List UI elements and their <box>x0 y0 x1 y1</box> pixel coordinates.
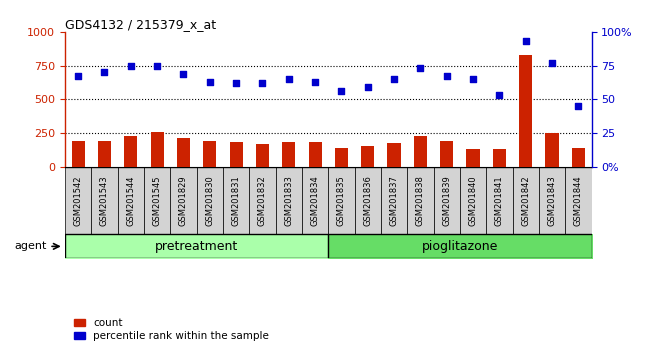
Bar <box>434 167 460 234</box>
Point <box>547 60 557 66</box>
Text: GSM201843: GSM201843 <box>547 175 556 226</box>
Text: GSM201830: GSM201830 <box>205 175 214 226</box>
Bar <box>276 167 302 234</box>
Text: GSM201544: GSM201544 <box>126 175 135 226</box>
Point <box>125 63 136 68</box>
Bar <box>177 138 190 167</box>
Text: agent: agent <box>14 241 47 251</box>
Point <box>415 65 426 71</box>
Bar <box>118 167 144 234</box>
Bar <box>539 167 566 234</box>
Point <box>363 84 373 90</box>
Bar <box>223 167 250 234</box>
Bar <box>196 167 223 234</box>
Bar <box>124 136 137 167</box>
Point <box>573 103 584 109</box>
Bar <box>335 148 348 167</box>
Bar <box>355 167 381 234</box>
Point <box>468 76 478 82</box>
Text: GSM201839: GSM201839 <box>442 175 451 226</box>
Bar <box>519 55 532 167</box>
Point <box>231 80 241 86</box>
Point <box>257 80 268 86</box>
Point <box>336 88 346 94</box>
Text: GSM201844: GSM201844 <box>574 175 583 226</box>
Text: pioglitazone: pioglitazone <box>422 240 498 253</box>
Text: GDS4132 / 215379_x_at: GDS4132 / 215379_x_at <box>65 18 216 31</box>
Bar <box>229 142 242 167</box>
Bar <box>566 167 592 234</box>
Point <box>389 76 399 82</box>
Bar <box>387 143 400 167</box>
Text: GSM201831: GSM201831 <box>231 175 240 226</box>
Bar <box>302 167 328 234</box>
Point <box>494 92 504 98</box>
Text: GSM201837: GSM201837 <box>389 175 398 226</box>
Bar <box>72 141 84 167</box>
Point <box>441 74 452 79</box>
Legend: count, percentile rank within the sample: count, percentile rank within the sample <box>70 314 273 345</box>
Bar <box>98 141 111 167</box>
Bar <box>572 148 585 167</box>
Text: GSM201838: GSM201838 <box>416 175 425 226</box>
Bar <box>545 133 558 167</box>
Point <box>73 74 83 79</box>
Bar <box>282 142 295 167</box>
Bar <box>203 141 216 167</box>
Point <box>205 79 215 85</box>
Text: GSM201832: GSM201832 <box>258 175 267 226</box>
Bar <box>170 167 196 234</box>
Bar <box>414 136 427 167</box>
Bar <box>91 167 118 234</box>
Bar <box>65 167 91 234</box>
Bar <box>513 167 539 234</box>
Bar <box>467 149 480 167</box>
Text: pretreatment: pretreatment <box>155 240 239 253</box>
Text: GSM201829: GSM201829 <box>179 175 188 226</box>
Bar <box>151 132 164 167</box>
Point <box>152 63 162 68</box>
Text: GSM201841: GSM201841 <box>495 175 504 226</box>
Point <box>283 76 294 82</box>
Bar <box>256 144 269 167</box>
Bar <box>486 167 513 234</box>
Bar <box>440 141 453 167</box>
Bar <box>361 146 374 167</box>
Bar <box>381 167 407 234</box>
Text: GSM201543: GSM201543 <box>100 175 109 226</box>
Point <box>99 69 110 75</box>
Bar <box>309 142 322 167</box>
Text: GSM201835: GSM201835 <box>337 175 346 226</box>
Text: GSM201836: GSM201836 <box>363 175 372 226</box>
Text: GSM201834: GSM201834 <box>311 175 320 226</box>
Point <box>178 71 188 76</box>
Bar <box>493 149 506 167</box>
Text: GSM201833: GSM201833 <box>284 175 293 226</box>
Bar <box>328 167 355 234</box>
Point <box>310 79 320 85</box>
Text: GSM201842: GSM201842 <box>521 175 530 226</box>
Bar <box>460 167 486 234</box>
Text: GSM201542: GSM201542 <box>73 175 83 226</box>
Point <box>521 39 531 44</box>
Bar <box>144 167 170 234</box>
Text: GSM201840: GSM201840 <box>469 175 478 226</box>
Bar <box>407 167 434 234</box>
Text: GSM201545: GSM201545 <box>153 175 162 226</box>
Bar <box>250 167 276 234</box>
